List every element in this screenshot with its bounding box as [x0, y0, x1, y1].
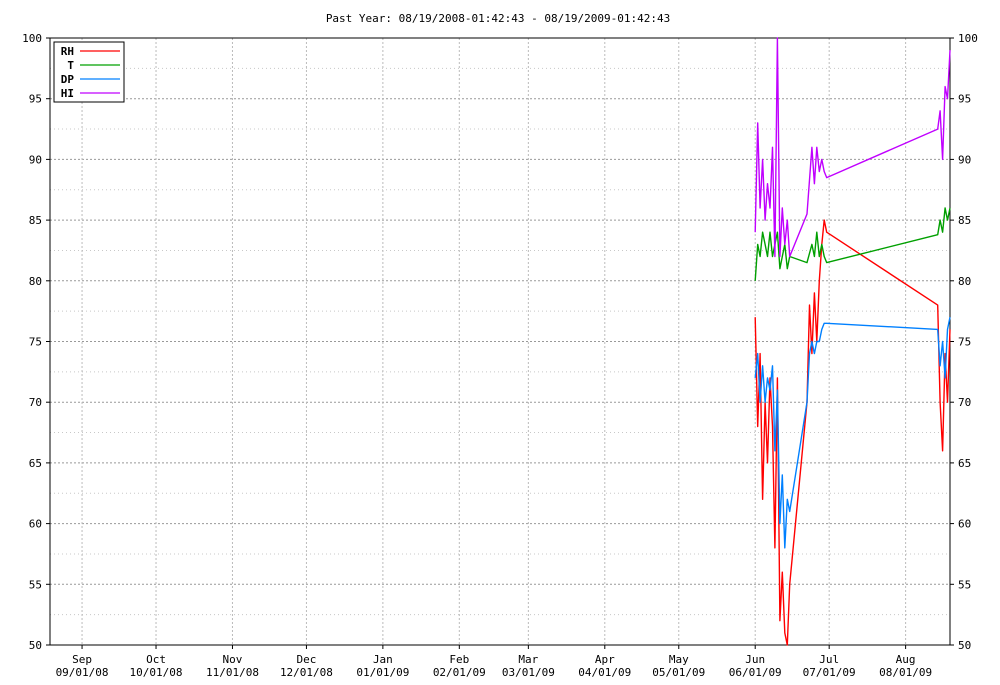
x-tick-month-label: Sep [72, 653, 92, 666]
y-tick-label-right: 50 [958, 639, 971, 652]
y-tick-label-left: 75 [29, 336, 42, 349]
y-tick-label-right: 95 [958, 93, 971, 106]
y-tick-label-left: 100 [22, 32, 42, 45]
legend-label-rh: RH [61, 45, 74, 58]
y-tick-label-left: 85 [29, 214, 42, 227]
legend-box [53, 41, 125, 103]
x-tick-date-label: 04/01/09 [578, 666, 631, 679]
y-tick-label-left: 55 [29, 578, 42, 591]
x-tick-month-label: Nov [223, 653, 243, 666]
x-tick-month-label: Jun [745, 653, 765, 666]
y-tick-label-left: 50 [29, 639, 42, 652]
legend-label-t: T [67, 59, 74, 72]
y-tick-label-right: 80 [958, 275, 971, 288]
x-tick-date-label: 01/01/09 [356, 666, 409, 679]
y-tick-label-right: 55 [958, 578, 971, 591]
series-lines [754, 37, 951, 646]
y-tick-label-left: 90 [29, 153, 42, 166]
legend-label-hi: HI [61, 87, 74, 100]
y-tick-label-left: 65 [29, 457, 42, 470]
x-tick-date-label: 06/01/09 [729, 666, 782, 679]
x-tick-date-label: 05/01/09 [652, 666, 705, 679]
y-tick-label-right: 75 [958, 336, 971, 349]
y-tick-label-right: 60 [958, 518, 971, 531]
y-tick-label-left: 70 [29, 396, 42, 409]
x-tick-date-label: 11/01/08 [206, 666, 259, 679]
x-tick-month-label: Jan [373, 653, 393, 666]
series-line-dp [754, 317, 951, 549]
series-line-hi [754, 37, 951, 258]
y-tick-label-right: 85 [958, 214, 971, 227]
y-tick-label-right: 90 [958, 153, 971, 166]
x-tick-month-label: Feb [449, 653, 469, 666]
y-tick-label-left: 95 [29, 93, 42, 106]
x-tick-month-label: Aug [896, 653, 916, 666]
x-tick-date-label: 10/01/08 [130, 666, 183, 679]
x-tick-date-label: 12/01/08 [280, 666, 333, 679]
x-tick-date-label: 08/01/09 [879, 666, 932, 679]
x-tick-month-label: Jul [819, 653, 839, 666]
x-tick-month-label: Dec [297, 653, 317, 666]
y-tick-label-right: 65 [958, 457, 971, 470]
x-tick-month-label: May [669, 653, 689, 666]
x-tick-month-label: Oct [146, 653, 166, 666]
x-tick-month-label: Apr [595, 653, 615, 666]
x-tick-month-label: Mar [518, 653, 538, 666]
y-tick-label-right: 70 [958, 396, 971, 409]
grid [50, 38, 950, 645]
legend-label-dp: DP [61, 73, 75, 86]
x-tick-date-label: 07/01/09 [803, 666, 856, 679]
x-tick-date-label: 09/01/08 [56, 666, 109, 679]
x-tick-date-label: 02/01/09 [433, 666, 486, 679]
y-tick-label-left: 80 [29, 275, 42, 288]
axes: 50 50 55 55 60 60 65 65 70 70 75 75 80 80 85 85 90 90 95 95… [22, 32, 978, 679]
x-tick-date-label: 03/01/09 [502, 666, 555, 679]
chart-title: Past Year: 08/19/2008-01:42:43 - 08/19/2… [326, 12, 670, 25]
y-tick-label-left: 60 [29, 518, 42, 531]
series-line-rh [754, 219, 951, 646]
y-tick-label-right: 100 [958, 32, 978, 45]
